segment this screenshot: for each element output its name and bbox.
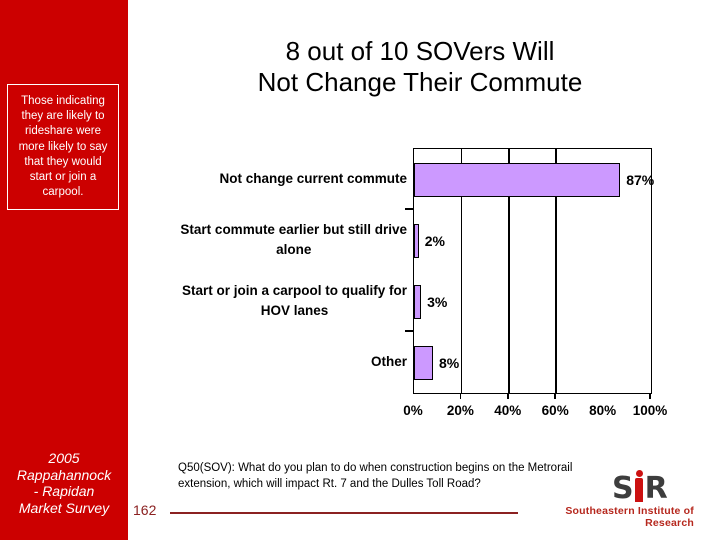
chart-plot-area: 87% 2% 3% 8% bbox=[413, 148, 655, 394]
category-label: Start commute earlier but still drive al… bbox=[180, 209, 407, 270]
x-axis-tick-label: 40% bbox=[494, 403, 522, 418]
gridline bbox=[460, 149, 463, 393]
category-label-text: Not change current commute bbox=[219, 170, 407, 186]
bar-value-label: 3% bbox=[427, 293, 448, 310]
bar-value-label: 8% bbox=[438, 354, 460, 371]
x-axis-tick-label: 100% bbox=[632, 403, 668, 418]
sir-logo: S R bbox=[612, 468, 668, 506]
logo-letter-s: S bbox=[612, 471, 634, 506]
x-axis-tick-mark bbox=[554, 394, 556, 399]
bar-value-label: 2% bbox=[424, 232, 445, 249]
sidebar-footer-text: 2005 Rappahannock - Rapidan Market Surve… bbox=[16, 450, 112, 516]
category-label: Start or join a carpool to qualify for H… bbox=[182, 270, 407, 331]
footer-divider bbox=[170, 512, 518, 514]
bar bbox=[414, 223, 419, 258]
bar bbox=[414, 162, 621, 197]
sidebar: Those indicating they are likely to ride… bbox=[0, 0, 128, 540]
x-axis-tick-mark bbox=[459, 394, 462, 399]
bar-value-label: 87% bbox=[626, 171, 655, 188]
x-axis-tick-mark bbox=[649, 394, 651, 399]
x-axis-tick-mark bbox=[507, 394, 509, 399]
page-number: 162 bbox=[133, 502, 157, 518]
logo-person-icon bbox=[634, 470, 644, 504]
bar bbox=[414, 345, 433, 380]
category-axis-tick-mark bbox=[405, 208, 413, 210]
x-axis-tick-label: 60% bbox=[541, 403, 569, 418]
category-label-text: Start or join a carpool to qualify for H… bbox=[181, 282, 407, 318]
category-axis-tick-mark bbox=[405, 330, 413, 332]
gridline bbox=[508, 149, 510, 393]
slide-title: 8 out of 10 SOVers Will Not Change Their… bbox=[257, 36, 583, 98]
footnote-question: Q50(SOV): What do you plan to do when co… bbox=[178, 462, 573, 490]
x-axis-tick-label: 0% bbox=[403, 403, 423, 418]
bar bbox=[414, 284, 422, 319]
x-axis-tick-label: 80% bbox=[589, 403, 617, 418]
category-label-text: Start commute earlier but still drive al… bbox=[180, 221, 407, 257]
category-label: Not change current commute bbox=[219, 148, 407, 209]
x-axis-tick-label: 20% bbox=[446, 403, 474, 418]
category-label: Other bbox=[371, 331, 407, 392]
logo-text: Southeastern Institute of Research bbox=[565, 505, 694, 529]
logo-letter-r: R bbox=[644, 471, 668, 506]
category-label-text: Other bbox=[370, 353, 407, 369]
sidebar-note: Those indicating they are likely to ride… bbox=[7, 84, 119, 211]
gridline bbox=[555, 149, 557, 393]
